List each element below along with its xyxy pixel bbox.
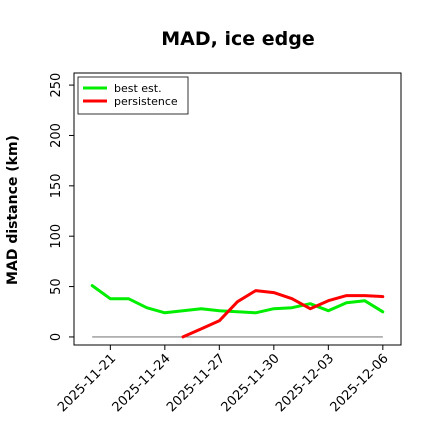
plot-area xyxy=(73,72,402,346)
x-ticks: 2025-11-212025-11-242025-11-272025-11-30… xyxy=(55,345,392,415)
y-axis-label: MAD distance (km) xyxy=(5,135,21,285)
y-ticks: 0 50 100 150 200 250 xyxy=(49,73,74,341)
y-tick-label: 200 xyxy=(49,123,64,148)
legend-box xyxy=(77,76,189,115)
legend-label-best-est: best est. xyxy=(114,82,162,95)
y-tick-label: 50 xyxy=(49,278,64,295)
legend-label-persistence: persistence xyxy=(114,95,178,108)
series-line-persistence xyxy=(181,289,385,339)
series-line-best-est xyxy=(90,284,385,315)
legend: best est. persistence xyxy=(77,76,189,115)
y-tick-label: 250 xyxy=(49,73,64,98)
y-tick-label: 100 xyxy=(49,224,64,249)
x-tick-label: 2025-12-06 xyxy=(328,351,392,415)
y-tick-label: 150 xyxy=(49,173,64,198)
y-tick-label: 0 xyxy=(49,333,64,341)
series-layer xyxy=(90,284,385,339)
chart-title: MAD, ice edge xyxy=(161,28,314,50)
